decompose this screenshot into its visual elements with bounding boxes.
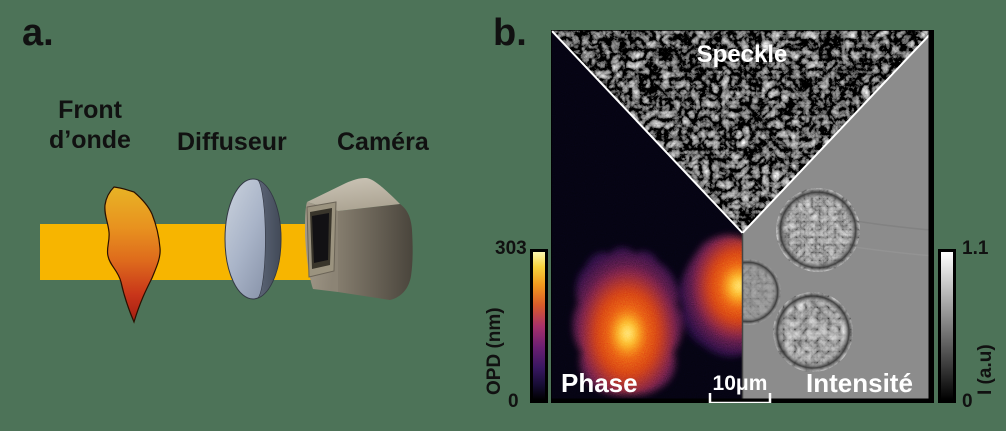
svg-text:Intensité: Intensité	[806, 368, 913, 398]
svg-text:Phase: Phase	[561, 368, 638, 398]
svg-text:10μm: 10μm	[713, 372, 768, 395]
svg-text:Speckle: Speckle	[697, 41, 788, 68]
